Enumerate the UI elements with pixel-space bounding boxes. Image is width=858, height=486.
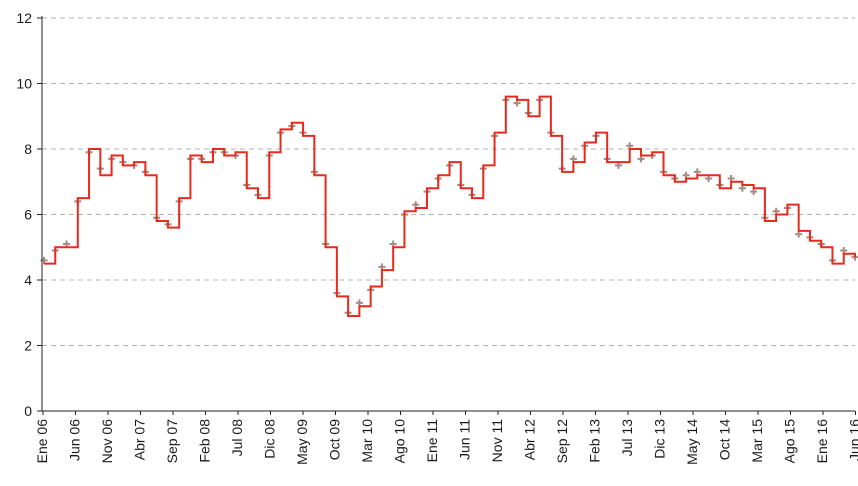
x-tick-label-24: Ene 16 bbox=[814, 419, 830, 464]
x-tick-label-7: Dic 08 bbox=[262, 419, 278, 459]
line-series bbox=[44, 95, 856, 318]
x-tick-label-14: Nov 11 bbox=[489, 419, 505, 463]
x-tick-label-20: May 14 bbox=[684, 419, 700, 465]
x-tick-label-5: Feb 08 bbox=[197, 419, 213, 463]
x-tick-label-12: Ene 11 bbox=[424, 419, 440, 463]
y-tick-label-5: 10 bbox=[16, 76, 32, 92]
axes bbox=[37, 16, 856, 415]
y-tick-label-1: 2 bbox=[24, 338, 32, 354]
y-tick-label-0: 0 bbox=[24, 403, 32, 419]
x-tick-label-19: Dic 13 bbox=[652, 419, 668, 459]
x-tick-label-22: Mar 15 bbox=[749, 419, 765, 463]
x-tick-label-10: Mar 10 bbox=[359, 419, 375, 463]
y-tick-label-4: 8 bbox=[24, 141, 32, 157]
x-tick-label-23: Ago 15 bbox=[782, 419, 798, 464]
x-tick-label-15: Abr 12 bbox=[522, 419, 538, 460]
x-tick-label-13: Jun 11 bbox=[457, 419, 473, 460]
x-tick-label-6: Jul 08 bbox=[229, 419, 245, 457]
x-tick-labels: Ene 06 Jun 06 Nov 06 Abr 07 Sep 07 Feb 08 Jul … bbox=[34, 419, 858, 465]
x-tick-label-25: Jun 16 bbox=[847, 419, 858, 461]
y-tick-label-6: 12 bbox=[16, 10, 32, 26]
x-tick-label-8: May 09 bbox=[294, 419, 310, 465]
x-tick-label-16: Sep 12 bbox=[554, 419, 570, 464]
x-tick-label-0: Ene 06 bbox=[34, 419, 50, 464]
x-tick-label-21: Oct 14 bbox=[717, 419, 733, 460]
x-tick-label-2: Nov 06 bbox=[99, 419, 115, 464]
x-tick-label-4: Sep 07 bbox=[164, 419, 180, 464]
y-tick-labels: 0 2 4 6 8 10 12 bbox=[16, 10, 32, 419]
line-path bbox=[44, 95, 856, 318]
x-tick-label-11: Ago 10 bbox=[392, 419, 408, 464]
x-tick-label-1: Jun 06 bbox=[67, 419, 83, 461]
y-tick-label-3: 6 bbox=[24, 207, 32, 223]
y-tick-label-2: 4 bbox=[24, 272, 32, 288]
marker-series bbox=[40, 96, 858, 317]
x-tick-label-17: Feb 13 bbox=[587, 419, 603, 463]
x-tick-label-3: Abr 07 bbox=[132, 419, 148, 460]
x-tick-label-9: Oct 09 bbox=[327, 419, 343, 460]
gridlines bbox=[42, 17, 855, 346]
x-tick-label-18: Jul 13 bbox=[619, 419, 635, 457]
